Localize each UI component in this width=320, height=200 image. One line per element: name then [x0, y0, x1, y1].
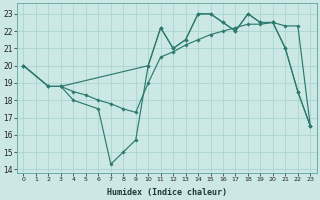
X-axis label: Humidex (Indice chaleur): Humidex (Indice chaleur) — [107, 188, 227, 197]
